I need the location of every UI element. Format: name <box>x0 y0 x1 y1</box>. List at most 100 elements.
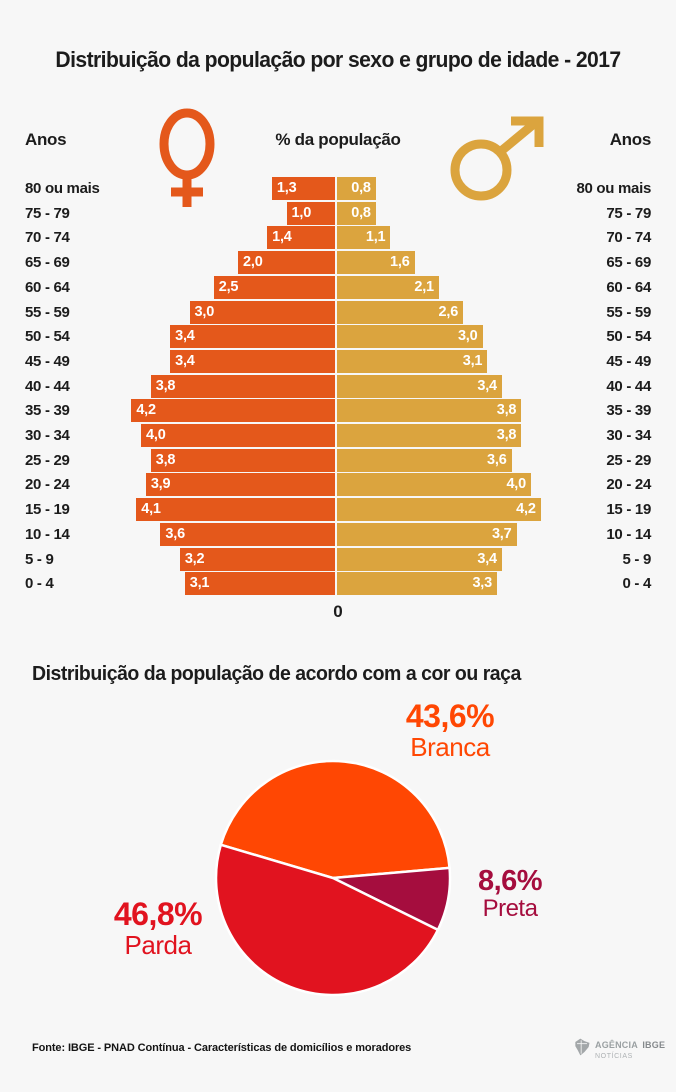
male-bar: 3,8 <box>337 399 522 423</box>
male-bar: 2,1 <box>337 275 439 299</box>
male-bar-value: 4,2 <box>516 501 536 518</box>
female-bar-value: 3,1 <box>189 575 210 592</box>
age-label-right: 0 - 4 <box>622 575 651 593</box>
age-label-left: 45 - 49 <box>25 352 70 370</box>
female-bar: 2,0 <box>238 251 335 275</box>
male-bar-value: 1,1 <box>365 229 386 246</box>
agencia-ibge-logo: AGÊNCIA IBGE NOTÍCIAS <box>572 1034 667 1060</box>
female-bar: 3,0 <box>189 300 335 324</box>
female-bar-value: 3,9 <box>150 476 171 493</box>
female-bar: 4,1 <box>136 498 335 522</box>
female-bar-value: 4,2 <box>136 402 156 419</box>
pie-label-branca: 43,6% Branca <box>385 698 515 762</box>
axis-zero-label: 0 <box>333 602 343 621</box>
female-bar: 3,4 <box>170 325 335 349</box>
male-bar: 4,2 <box>337 498 541 522</box>
race-chart-title: Distribuição da população de acordo com … <box>32 662 521 685</box>
male-bar-value: 4,0 <box>506 476 526 493</box>
male-bar-value: 2,6 <box>438 303 459 320</box>
age-label-right: 60 - 64 <box>606 278 651 296</box>
pie-value-preta: 8,6% <box>477 865 543 897</box>
age-label-right: 20 - 24 <box>606 476 651 494</box>
axis-title-right: Anos <box>609 130 652 149</box>
male-bar: 1,6 <box>337 251 415 275</box>
age-label-left: 5 - 9 <box>25 550 54 568</box>
age-label-right: 50 - 54 <box>606 328 651 346</box>
female-bar: 3,9 <box>145 473 335 497</box>
female-bar: 4,2 <box>131 399 335 423</box>
pie-slice-parda <box>214 843 440 997</box>
age-label-left: 20 - 24 <box>25 476 70 494</box>
pyramid-row: 70 - 74 1,4 1,1 70 - 74 <box>0 226 676 250</box>
age-label-right: 65 - 69 <box>606 254 651 272</box>
brazil-map-icon <box>575 1038 590 1056</box>
source-note: Fonte: IBGE - PNAD Contínua - Caracterís… <box>32 1042 412 1054</box>
female-bar-value: 1,0 <box>291 204 312 221</box>
male-bar-value: 3,8 <box>496 402 517 419</box>
male-bar: 0,8 <box>337 201 376 225</box>
female-bar: 3,1 <box>184 572 335 596</box>
age-label-left: 35 - 39 <box>25 402 70 420</box>
female-bar-value: 3,8 <box>155 451 176 468</box>
pyramid-row: 45 - 49 3,4 3,1 45 - 49 <box>0 349 676 373</box>
female-bar-value: 3,2 <box>184 550 205 567</box>
pyramid-row: 50 - 54 3,4 3,0 50 - 54 <box>0 325 676 349</box>
age-label-right: 10 - 14 <box>606 525 651 543</box>
female-bar: 4,0 <box>141 424 335 447</box>
female-bar: 1,0 <box>286 201 335 225</box>
male-bar: 3,4 <box>337 374 502 398</box>
male-bar-value: 2,1 <box>414 278 434 295</box>
female-bar-value: 1,3 <box>276 180 297 196</box>
female-bar: 1,3 <box>271 177 335 200</box>
age-label-right: 80 ou mais <box>576 180 651 197</box>
age-label-right: 70 - 74 <box>606 229 651 247</box>
male-bar-value: 3,6 <box>487 451 507 468</box>
male-bar: 3,8 <box>337 424 522 447</box>
female-bar: 2,5 <box>213 275 335 299</box>
pie-label-parda: 46,8% Parda <box>93 896 223 960</box>
logo-sub-text: NOTÍCIAS <box>595 1053 633 1060</box>
pyramid-row: 80 ou mais 1,3 0,8 80 ou mais <box>0 177 676 200</box>
male-bar-value: 3,4 <box>477 377 497 394</box>
pie-name-branca: Branca <box>410 731 490 762</box>
age-label-left: 25 - 29 <box>25 451 70 469</box>
pie-value-branca: 43,6% <box>405 698 495 734</box>
female-bar: 3,8 <box>150 374 335 398</box>
age-label-left: 30 - 34 <box>25 427 70 444</box>
pyramid-row: 15 - 19 4,1 4,2 15 - 19 <box>0 498 676 522</box>
pie-slice-branca <box>219 759 451 880</box>
age-label-left: 60 - 64 <box>25 278 70 296</box>
age-label-right: 55 - 59 <box>606 303 651 321</box>
pyramid-title: Distribuição da população por sexo e gru… <box>55 47 621 72</box>
female-bar-value: 2,5 <box>218 278 239 295</box>
pyramid-row: 10 - 14 3,6 3,7 10 - 14 <box>0 522 676 546</box>
pie-name-parda: Parda <box>124 929 192 960</box>
male-icon <box>450 116 544 201</box>
male-bar-value: 1,6 <box>390 254 410 271</box>
age-label-left: 80 ou mais <box>25 180 100 197</box>
age-label-right: 40 - 44 <box>606 377 651 395</box>
male-bar: 2,6 <box>337 300 464 324</box>
age-label-left: 50 - 54 <box>25 328 70 346</box>
pyramid-row: 60 - 64 2,5 2,1 60 - 64 <box>0 275 676 299</box>
age-label-left: 65 - 69 <box>25 254 70 272</box>
female-bar: 1,4 <box>267 226 335 250</box>
axis-title-left: Anos <box>25 130 67 149</box>
male-bar-value: 0,8 <box>351 180 371 196</box>
male-bar: 3,3 <box>337 572 497 596</box>
female-bar-value: 4,1 <box>141 501 161 518</box>
pyramid-row: 20 - 24 3,9 4,0 20 - 24 <box>0 473 676 497</box>
male-bar: 4,0 <box>337 473 531 497</box>
female-bar-value: 3,8 <box>155 377 176 394</box>
age-label-left: 55 - 59 <box>25 303 70 321</box>
pie-value-parda: 46,8% <box>113 896 203 932</box>
female-bar: 3,4 <box>170 349 335 373</box>
male-bar: 3,6 <box>337 448 512 472</box>
pyramid-row: 40 - 44 3,8 3,4 40 - 44 <box>0 374 676 398</box>
male-bar: 3,0 <box>337 325 483 349</box>
male-bar: 3,4 <box>337 547 502 571</box>
pyramid-row: 25 - 29 3,8 3,6 25 - 29 <box>0 448 676 472</box>
female-bar-value: 4,0 <box>146 427 166 443</box>
age-label-right: 45 - 49 <box>606 352 651 370</box>
